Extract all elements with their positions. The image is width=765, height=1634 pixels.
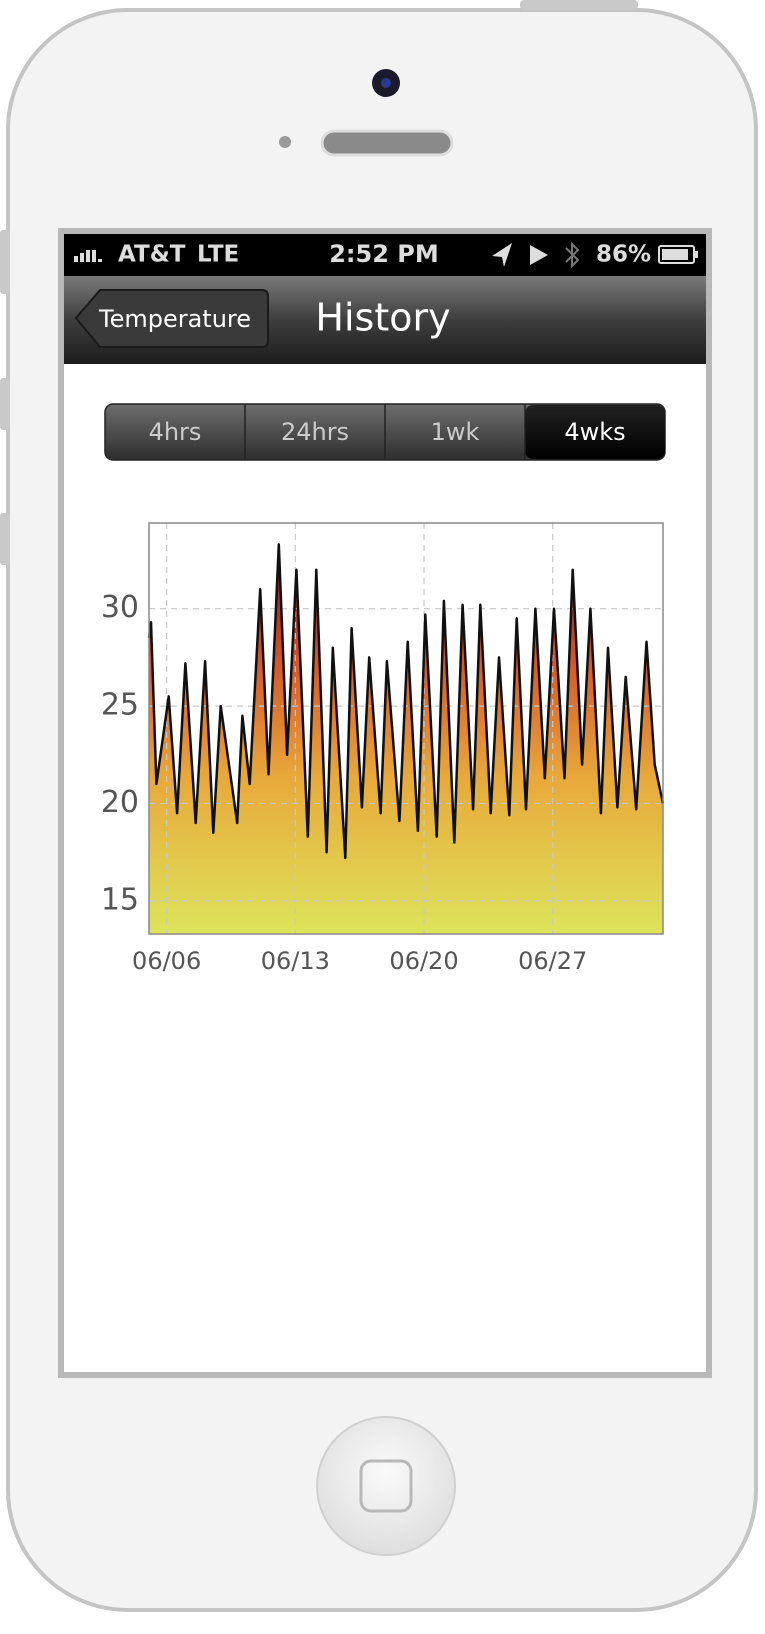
segment-label: 24hrs <box>281 418 349 446</box>
y-tick-label: 25 <box>101 688 139 723</box>
segment-label: 1wk <box>431 418 480 446</box>
clock: 2:52 PM <box>329 240 439 268</box>
x-tick-label: 06/13 <box>261 947 330 975</box>
camera-lens <box>381 78 391 88</box>
y-tick-label: 15 <box>101 882 139 917</box>
y-tick-label: 30 <box>101 590 139 625</box>
segment-selected[interactable] <box>525 405 665 459</box>
plot-frame <box>148 522 664 935</box>
sensor <box>279 136 291 148</box>
network: LTE <box>197 242 239 268</box>
battery-tip <box>695 251 698 258</box>
volume-button <box>0 513 10 565</box>
battery-icon <box>658 245 695 264</box>
segment-label: 4wks <box>564 418 625 446</box>
nav-title: History <box>315 296 450 340</box>
status-bar <box>64 234 706 276</box>
home-icon <box>359 1459 413 1513</box>
volume-button <box>0 230 10 294</box>
segment-label: 4hrs <box>149 418 202 446</box>
x-tick-label: 06/20 <box>389 947 458 975</box>
volume-button <box>0 378 10 430</box>
x-tick-label: 06/27 <box>518 947 587 975</box>
x-tick-label: 06/06 <box>132 947 201 975</box>
location-icon <box>492 243 512 267</box>
signal-icon <box>74 250 102 262</box>
speaker <box>320 129 454 157</box>
back-button[interactable] <box>74 289 269 348</box>
home-button[interactable] <box>316 1416 456 1556</box>
play-icon <box>530 245 548 265</box>
line <box>147 543 665 860</box>
battery-percent: 86% <box>596 242 651 268</box>
carrier: AT&T <box>118 242 186 268</box>
battery-level <box>662 249 688 260</box>
bluetooth-icon <box>565 241 580 269</box>
back-button-label: Temperature <box>98 305 251 333</box>
y-tick-label: 20 <box>101 785 139 820</box>
power-button <box>520 0 638 10</box>
